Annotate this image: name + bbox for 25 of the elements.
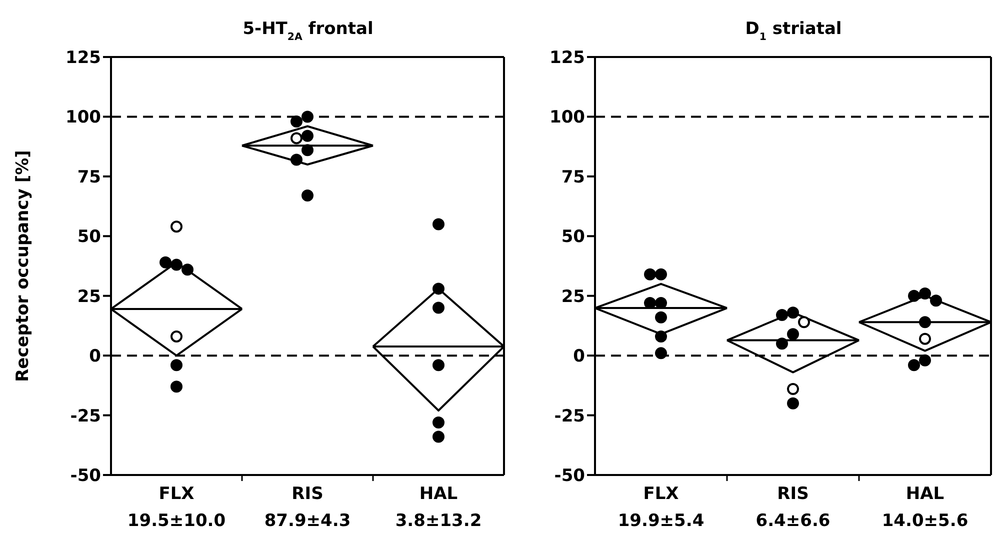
y-tick-label: 75 (77, 167, 101, 188)
x-tick-label: RIS 6.4±6.6 (756, 484, 830, 531)
y-tick-label: 100 (66, 108, 102, 128)
y-tick-label: 100 (550, 108, 586, 128)
y-tick-label: 50 (561, 227, 586, 248)
y-tick-label: 125 (550, 48, 585, 68)
y-axis-title: Receptor occupancy [%] (13, 150, 34, 382)
y-tick-label: 75 (561, 167, 585, 188)
chart-title: 5-HT$_{2A}$ frontal (242, 19, 374, 42)
y-tick-label: 125 (66, 48, 101, 68)
y-tick-label: 25 (561, 286, 585, 307)
y-tick-label: -25 (554, 406, 585, 426)
x-tick-label: HAL 3.8±13.2 (395, 484, 482, 531)
y-tick-label: 50 (77, 227, 102, 248)
y-tick-label: 25 (77, 286, 101, 307)
y-tick-label: 0 (89, 346, 102, 367)
y-tick-label: -50 (554, 466, 586, 486)
x-tick-label: FLX 19.9±5.4 (618, 484, 704, 531)
x-tick-label: FLX 19.5±10.0 (127, 484, 226, 531)
y-tick-label: -25 (70, 406, 101, 426)
y-tick-label: -50 (70, 466, 102, 486)
x-tick-label: HAL 14.0±5.6 (882, 484, 968, 531)
x-tick-label: RIS 87.9±4.3 (264, 484, 351, 531)
chart-title: D$_{1}$ striatal (745, 19, 842, 42)
y-tick-label: 0 (573, 346, 586, 367)
